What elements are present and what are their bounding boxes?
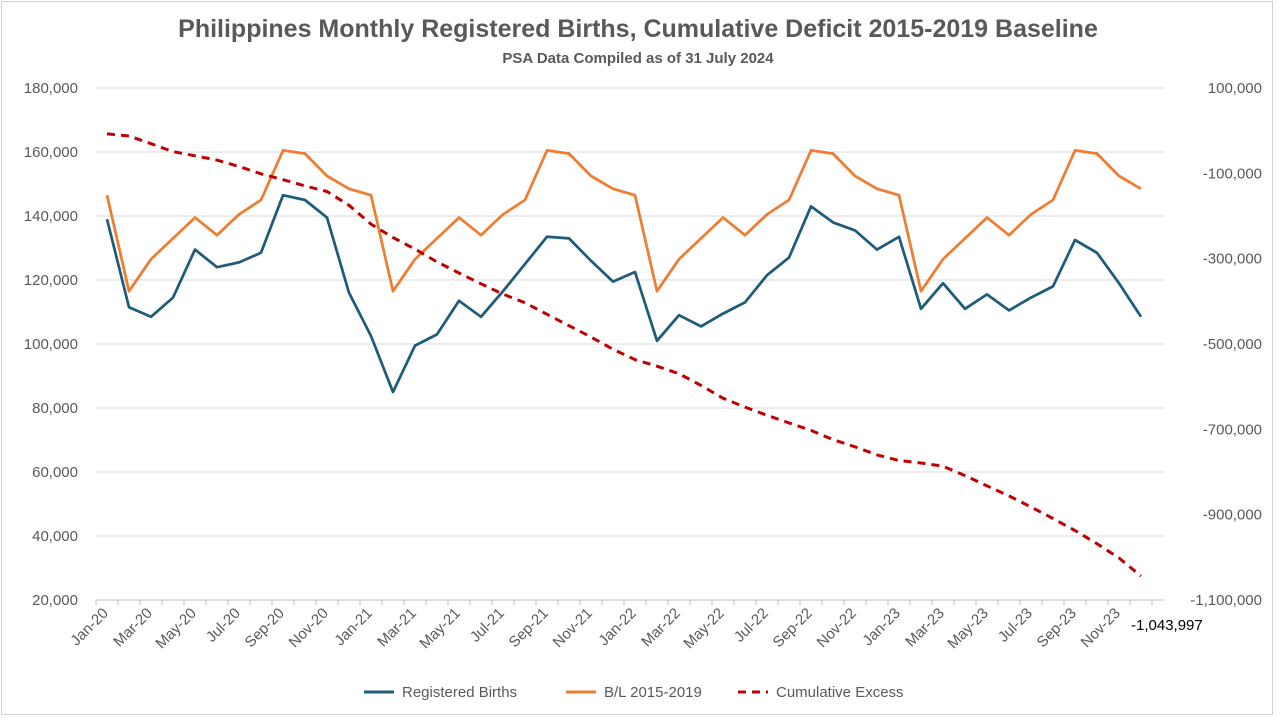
y-right-tick-label: -100,000 xyxy=(1203,165,1262,182)
y-left-tick-label: 160,000 xyxy=(24,144,78,161)
x-tick-label: May-23 xyxy=(944,605,991,652)
series-lines xyxy=(105,132,1143,578)
x-tick-label: Jan-20 xyxy=(67,605,111,649)
y-right-tick-label: -500,000 xyxy=(1203,336,1262,353)
x-tick-label: Nov-23 xyxy=(1078,605,1124,651)
x-tick-label: Nov-22 xyxy=(814,605,860,651)
x-tick-label: Sep-21 xyxy=(506,605,552,651)
x-tick-label: Jul-20 xyxy=(203,605,244,646)
y-right-tick-label: 100,000 xyxy=(1208,80,1262,97)
y-left-tick-label: 40,000 xyxy=(32,528,78,545)
x-tick-label: Mar-22 xyxy=(638,605,684,651)
y-right-tick-label: -900,000 xyxy=(1203,507,1262,524)
x-tick-label: Sep-22 xyxy=(770,605,816,651)
x-tick-label: Sep-23 xyxy=(1034,605,1080,651)
y-right-tick-label: -700,000 xyxy=(1203,421,1262,438)
x-tick-label: Nov-21 xyxy=(550,605,596,651)
legend-label: B/L 2015-2019 xyxy=(604,684,702,701)
data-label-final-cumulative: -1,043,997 xyxy=(1131,617,1203,634)
series-line-cumulative-excess xyxy=(106,132,1142,578)
x-tick-label: Sep-20 xyxy=(242,605,288,651)
series-line-b-l-2015-2019 xyxy=(105,149,1142,293)
y-left-tick-label: 60,000 xyxy=(32,464,78,481)
y-left-tick-label: 100,000 xyxy=(24,336,78,353)
y-left-tick-label: 20,000 xyxy=(32,592,78,609)
legend-label: Cumulative Excess xyxy=(776,684,904,701)
chart-subtitle: PSA Data Compiled as of 31 July 2024 xyxy=(502,50,774,67)
x-tick-label: May-22 xyxy=(680,605,727,652)
legend-label: Registered Births xyxy=(402,684,517,701)
axes xyxy=(95,599,1164,605)
x-tick-label: Jul-22 xyxy=(731,605,772,646)
x-tick-label: Jul-23 xyxy=(995,605,1036,646)
x-tick-label: Mar-23 xyxy=(902,605,948,651)
x-tick-label: May-20 xyxy=(152,605,199,652)
x-tick-label: Jul-21 xyxy=(467,605,508,646)
y-left-tick-label: 80,000 xyxy=(32,400,78,417)
x-tick-label: Mar-20 xyxy=(110,605,156,651)
gridlines xyxy=(96,87,1164,537)
y-left-tick-label: 120,000 xyxy=(24,272,78,289)
y-left-tick-label: 180,000 xyxy=(24,80,78,97)
series-line-registered-births xyxy=(105,193,1143,394)
x-tick-label: Nov-20 xyxy=(286,605,332,651)
legend: Registered Births B/L 2015-2019 Cumulative… xyxy=(364,684,904,701)
chart-title: Philippines Monthly Registered Births, C… xyxy=(178,15,1098,43)
y-left-tick-label: 140,000 xyxy=(24,208,78,225)
x-tick-label: Mar-21 xyxy=(374,605,420,651)
y-right-tick-label: -1,100,000 xyxy=(1190,592,1262,609)
x-tick-label: Jan-22 xyxy=(595,605,639,649)
tick-labels: 180,000 160,000 140,000 120,000 100,000 80,00… xyxy=(24,80,1262,652)
x-tick-label: Jan-23 xyxy=(859,605,903,649)
x-tick-label: May-21 xyxy=(416,605,463,652)
x-tick-label: Jan-21 xyxy=(331,605,375,649)
y-right-tick-label: -300,000 xyxy=(1203,251,1262,268)
